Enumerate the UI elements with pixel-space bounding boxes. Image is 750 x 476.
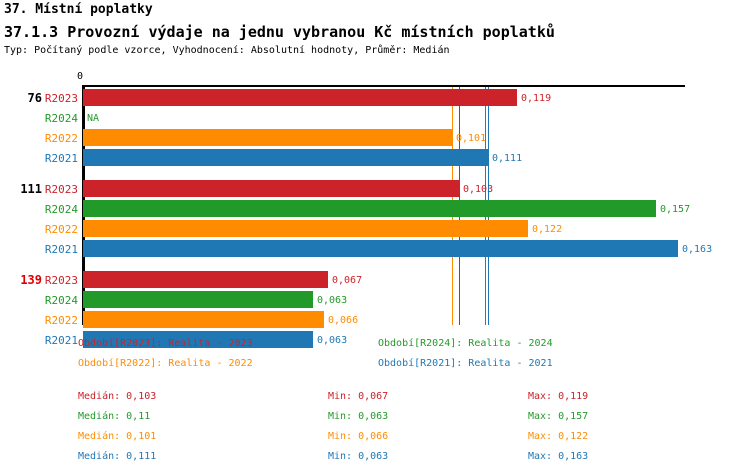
- stat-median: Medián: 0,111: [78, 451, 157, 462]
- bar-value-label: 0,157: [660, 204, 691, 215]
- statistics-table: Medián: 0,103 Min: 0,067 Max: 0,119 Medián:…: [0, 391, 750, 476]
- stat-max: Max: 0,122: [528, 431, 589, 442]
- bar-row-label: R2021: [44, 334, 78, 347]
- stat-median: Medián: 0,11: [78, 411, 151, 422]
- bar-value-label: 0,103: [463, 184, 494, 195]
- bar-value-label: 0,067: [332, 275, 363, 286]
- bar-row-label: R2021: [44, 243, 78, 256]
- bar-value-label: 0,101: [456, 133, 487, 144]
- chart-title: 37.1.3 Provozní výdaje na jednu vybranou…: [4, 23, 555, 41]
- bar-value-label: 0,063: [317, 295, 348, 306]
- legend-item[interactable]: Období[R2021]: Realita - 2021: [378, 358, 553, 369]
- stat-min: Min: 0,063: [328, 411, 389, 422]
- stat-median: Medián: 0,101: [78, 431, 157, 442]
- chart-subtitle: Typ: Počítaný podle vzorce, Vyhodnocení:…: [4, 45, 450, 56]
- bar[interactable]: [83, 200, 656, 217]
- bar-row-label: R2024: [44, 294, 78, 307]
- stat-min: Min: 0,066: [328, 431, 389, 442]
- bar-chart-plot: 0 76 R2023 0,119 R2024 NA R2022 0,101 R2021 0,11…: [0, 62, 750, 348]
- bar-value-label: 0,119: [521, 93, 552, 104]
- bar[interactable]: [83, 331, 313, 348]
- legend-item[interactable]: Období[R2024]: Realita - 2024: [378, 338, 553, 349]
- bar-row-label: R2024: [44, 203, 78, 216]
- stat-max: Max: 0,119: [528, 391, 589, 402]
- bar-value-label: 0,122: [532, 224, 563, 235]
- group-label: 111: [20, 182, 42, 196]
- bar-row-label: R2023: [44, 92, 78, 105]
- bar[interactable]: [83, 220, 528, 237]
- stat-max: Max: 0,163: [528, 451, 589, 462]
- bar-row-label: R2023: [44, 274, 78, 287]
- bar[interactable]: [83, 129, 452, 146]
- stat-min: Min: 0,063: [328, 451, 389, 462]
- bar-value-label: 0,163: [682, 244, 713, 255]
- legend-item[interactable]: Období[R2023]: Realita - 2023: [78, 338, 253, 349]
- legend-item[interactable]: Období[R2022]: Realita - 2022: [78, 358, 253, 369]
- bar[interactable]: [83, 89, 517, 106]
- bar-row-label: R2022: [44, 314, 78, 327]
- axis-tick-zero: 0: [77, 71, 84, 82]
- stat-min: Min: 0,067: [328, 391, 389, 402]
- bar-value-label: 0,066: [328, 315, 359, 326]
- bar-na-label: NA: [87, 113, 100, 124]
- top-axis-line: [83, 85, 685, 87]
- page-title: 37. Místní poplatky: [4, 2, 153, 17]
- group-label: 76: [27, 91, 42, 105]
- bar[interactable]: [83, 240, 678, 257]
- bar[interactable]: [83, 311, 324, 328]
- bar[interactable]: [83, 180, 459, 197]
- bar-row-label: R2021: [44, 152, 78, 165]
- bar[interactable]: [83, 149, 488, 166]
- bar-row-label: R2023: [44, 183, 78, 196]
- stat-max: Max: 0,157: [528, 411, 589, 422]
- bar-value-label: 0,111: [492, 153, 523, 164]
- bar-value-label: 0,063: [317, 335, 348, 346]
- bar-row-label: R2022: [44, 223, 78, 236]
- legend: Období[R2023]: Realita - 2023 Období[R202…: [0, 338, 750, 378]
- stat-median: Medián: 0,103: [78, 391, 157, 402]
- bar[interactable]: [83, 291, 313, 308]
- bar-row-label: R2024: [44, 112, 78, 125]
- bar-row-label: R2022: [44, 132, 78, 145]
- bar[interactable]: [83, 271, 328, 288]
- group-label: 139: [20, 273, 42, 287]
